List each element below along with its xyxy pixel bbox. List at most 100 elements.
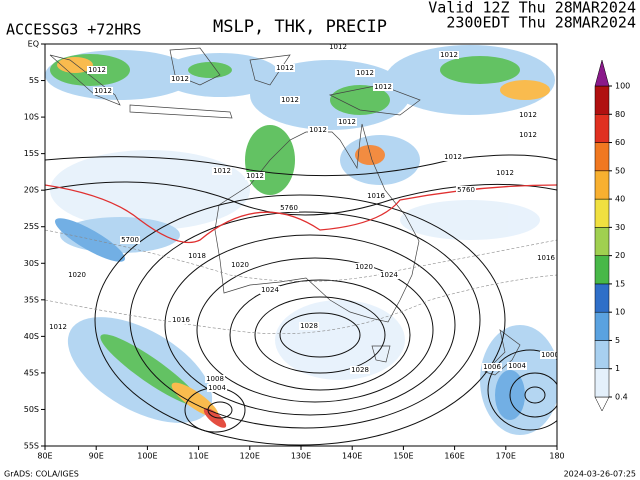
y-tick-label: 55S — [24, 442, 39, 451]
contour-label: 1006 — [483, 363, 501, 371]
y-tick-label: 10S — [24, 113, 39, 122]
x-tick-label: 160E — [444, 452, 464, 461]
contour-label: 5760 — [457, 186, 475, 194]
contour-label: 1020 — [231, 261, 249, 269]
contour-label-bg — [279, 204, 299, 212]
contour-label-bg — [87, 66, 107, 74]
contour-label: 1012 — [519, 131, 537, 139]
contour-label: 1012 — [171, 75, 189, 83]
colorbar-segment — [594, 311, 610, 341]
contour-label: 1024 — [261, 286, 279, 294]
y-tick-label: 15S — [24, 149, 39, 158]
local-time: 2300EDT Thu 28MAR2024 — [446, 14, 636, 32]
contour-label: 1012 — [338, 118, 356, 126]
contour-label: 1012 — [309, 126, 327, 134]
contour-label: 1012 — [276, 64, 294, 72]
x-tick-label: 120E — [240, 452, 260, 461]
contour-label: 1012 — [374, 83, 392, 91]
colorbar-segment — [594, 283, 610, 313]
contour-label: 1012 — [444, 153, 462, 161]
y-tick-label: 5S — [29, 76, 39, 85]
valid-time: Valid 12Z Thu 28MAR2024 — [428, 0, 636, 17]
contour-label-bg — [299, 322, 319, 330]
contour-label-bg — [354, 263, 374, 271]
contour-label-bg — [120, 236, 140, 244]
colorbar-segment — [594, 368, 610, 398]
contour-label: 1008 — [206, 375, 224, 383]
x-tick-label: 180 — [549, 452, 564, 461]
thickness-lines — [45, 229, 557, 335]
contour-label-bg — [207, 384, 227, 392]
contour-label-bg — [260, 286, 280, 294]
credit: GrADS: COLA/IGES — [4, 470, 79, 479]
contour-label-bg — [439, 51, 459, 59]
x-tick-label: 170E — [496, 452, 516, 461]
contour-label-bg — [171, 316, 191, 324]
contour-label: 1012 — [49, 323, 67, 331]
y-tick-label: 30S — [24, 259, 39, 268]
contour-label-bg — [93, 87, 113, 95]
contour-label-bg — [366, 192, 386, 200]
contour-label-bg — [373, 83, 393, 91]
y-tick-label: 25S — [24, 222, 39, 231]
contour-label: 1028 — [351, 366, 369, 374]
contour-label-bg — [456, 186, 476, 194]
contour-label-bg — [187, 252, 207, 260]
contour-label: 1004 — [208, 384, 226, 392]
timestamp: 2024-03-26-07:25 — [564, 470, 636, 479]
contour-label-bg — [170, 75, 190, 83]
colorbar-label: 15 — [615, 279, 625, 288]
y-tick-label: 40S — [24, 332, 39, 341]
x-tick-label: 110E — [188, 452, 208, 461]
contour-label-bg — [518, 131, 538, 139]
coastlines — [49, 47, 521, 376]
contour-label: 1000 — [541, 351, 559, 359]
contour-label: 1016 — [172, 316, 190, 324]
y-tick-label: 20S — [24, 186, 39, 195]
contour-label: 1016 — [537, 254, 555, 262]
x-tick-label: 150E — [393, 452, 413, 461]
contour-label-bg — [355, 69, 375, 77]
contour-label-bg — [540, 351, 557, 359]
contour-label-bg — [205, 375, 225, 383]
colorbar-segment — [594, 85, 610, 115]
colorbar-segment — [594, 340, 610, 369]
x-tick-label: 140E — [342, 452, 362, 461]
contour-label-bg — [350, 366, 370, 374]
colorbar-segment — [594, 170, 610, 200]
colorbar-segment — [594, 142, 610, 172]
contour-label-bg — [230, 261, 250, 269]
contour-label: 1024 — [380, 271, 398, 279]
contour-label-bg — [536, 254, 556, 262]
colorbar-above — [594, 59, 610, 87]
y-tick-label: 35S — [24, 295, 39, 304]
contour-label: 1012 — [94, 87, 112, 95]
y-tick-label: 50S — [24, 405, 39, 414]
model-label: ACCESSG3 +72HRS — [6, 21, 141, 39]
colorbar-label: 40 — [615, 195, 625, 204]
colorbar-label: 60 — [615, 138, 625, 147]
contour-label: 1012 — [213, 167, 231, 175]
colorbar-label: 100 — [615, 82, 630, 91]
contour-label-bg — [275, 64, 295, 72]
colorbar-label: 5 — [615, 336, 620, 345]
contour-label-bg — [518, 111, 538, 119]
contour-label-bg — [507, 362, 527, 370]
colorbar-label: 10 — [615, 308, 625, 317]
contour-label: 1020 — [355, 263, 373, 271]
contour-label-bg — [67, 271, 87, 279]
colorbar-below — [594, 396, 610, 412]
colorbar-label: 80 — [615, 110, 625, 119]
contour-label: 1012 — [246, 172, 264, 180]
map-area: 1012 1012 1012 1012 1012 1012 1012 1012 1012 1012… — [45, 43, 559, 446]
contour-label-bg — [495, 169, 515, 177]
contour-label: 1012 — [88, 66, 106, 74]
colorbar-segment — [594, 198, 610, 228]
x-tick-label: 80E — [37, 452, 52, 461]
contour-label-bg — [482, 363, 502, 371]
contour-label: 1012 — [329, 43, 347, 51]
contour-label: 1004 — [508, 362, 526, 370]
colorbar-label: 30 — [615, 223, 625, 232]
contour-label-bg — [308, 126, 328, 134]
